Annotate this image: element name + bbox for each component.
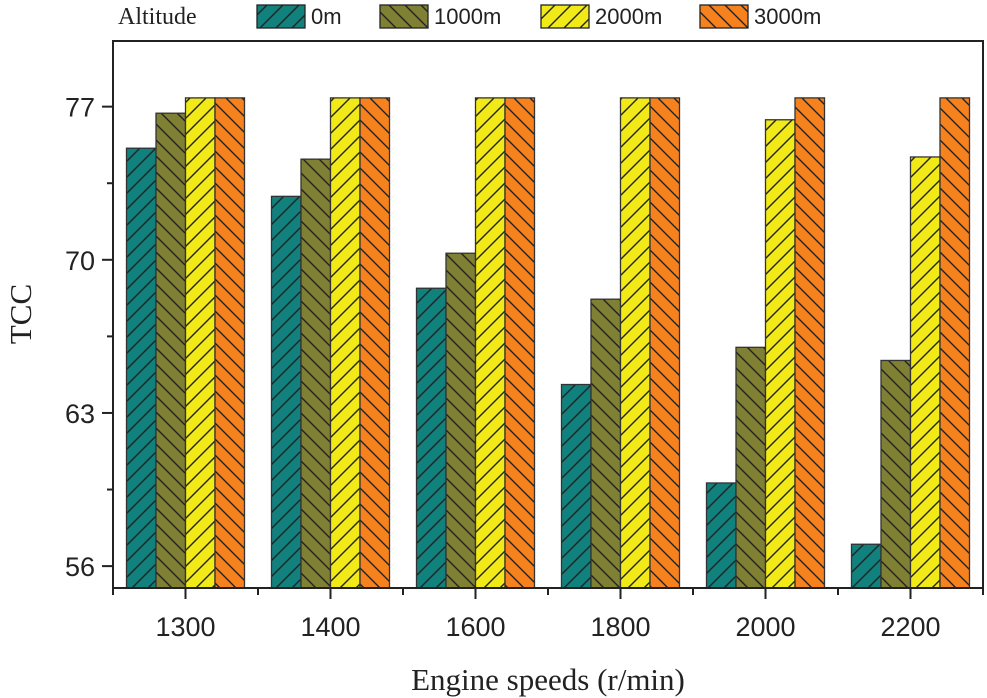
bar-2000m-2000 — [764, 119, 796, 589]
x-tick-label: 2200 — [880, 612, 940, 642]
bar-1000m-2200 — [880, 359, 912, 589]
bar-3000m-2200 — [939, 97, 971, 589]
bar-0m-2200 — [850, 543, 882, 589]
bar-3000m-2000 — [794, 97, 826, 589]
bar-0m-1300 — [125, 147, 157, 589]
bar-2000m-1300 — [184, 97, 216, 589]
bar-2000m-1400 — [329, 97, 361, 589]
legend-swatch-3000m — [699, 4, 749, 29]
bar-1000m-1600 — [445, 252, 477, 589]
bar-1000m-1400 — [300, 158, 332, 589]
legend-label-2000m: 2000m — [595, 4, 662, 29]
bar-3000m-1400 — [359, 97, 391, 589]
legend-label-3000m: 3000m — [754, 4, 821, 29]
bar-2000m-1800 — [619, 97, 651, 589]
x-tick-label: 1400 — [300, 612, 360, 642]
bar-1000m-2000 — [735, 346, 767, 589]
x-tick-label: 2000 — [735, 612, 795, 642]
bar-0m-1800 — [560, 383, 592, 589]
y-tick-label: 56 — [65, 552, 95, 582]
legend-label-1000m: 1000m — [434, 4, 501, 29]
x-tick-label: 1800 — [590, 612, 650, 642]
x-axis-label: Engine speeds (r/min) — [411, 662, 685, 697]
bar-0m-2000 — [705, 482, 737, 589]
bar-1000m-1800 — [590, 298, 622, 589]
legend-swatch-1000m — [379, 4, 429, 29]
y-tick-label: 77 — [65, 93, 95, 123]
legend: Altitude 0m 1000m 2000m 3000m — [118, 4, 821, 30]
bar-3000m-1600 — [504, 97, 536, 589]
bar-0m-1600 — [415, 287, 447, 589]
legend-swatch-0m — [256, 4, 306, 29]
bar-3000m-1300 — [214, 97, 246, 589]
bar-3000m-1800 — [649, 97, 681, 589]
bar-1000m-1300 — [155, 112, 187, 589]
y-tick-label: 63 — [65, 399, 95, 429]
bar-2000m-1600 — [474, 97, 506, 589]
legend-label-0m: 0m — [311, 4, 342, 29]
bar-2000m-2200 — [909, 156, 941, 589]
x-tick-label: 1300 — [155, 612, 215, 642]
y-tick-label: 70 — [65, 246, 95, 276]
legend-title: Altitude — [118, 4, 197, 30]
bar-0m-1400 — [270, 195, 302, 589]
y-axis-label: TCC — [3, 284, 38, 344]
x-tick-label: 1600 — [445, 612, 505, 642]
legend-swatch-2000m — [540, 4, 590, 29]
